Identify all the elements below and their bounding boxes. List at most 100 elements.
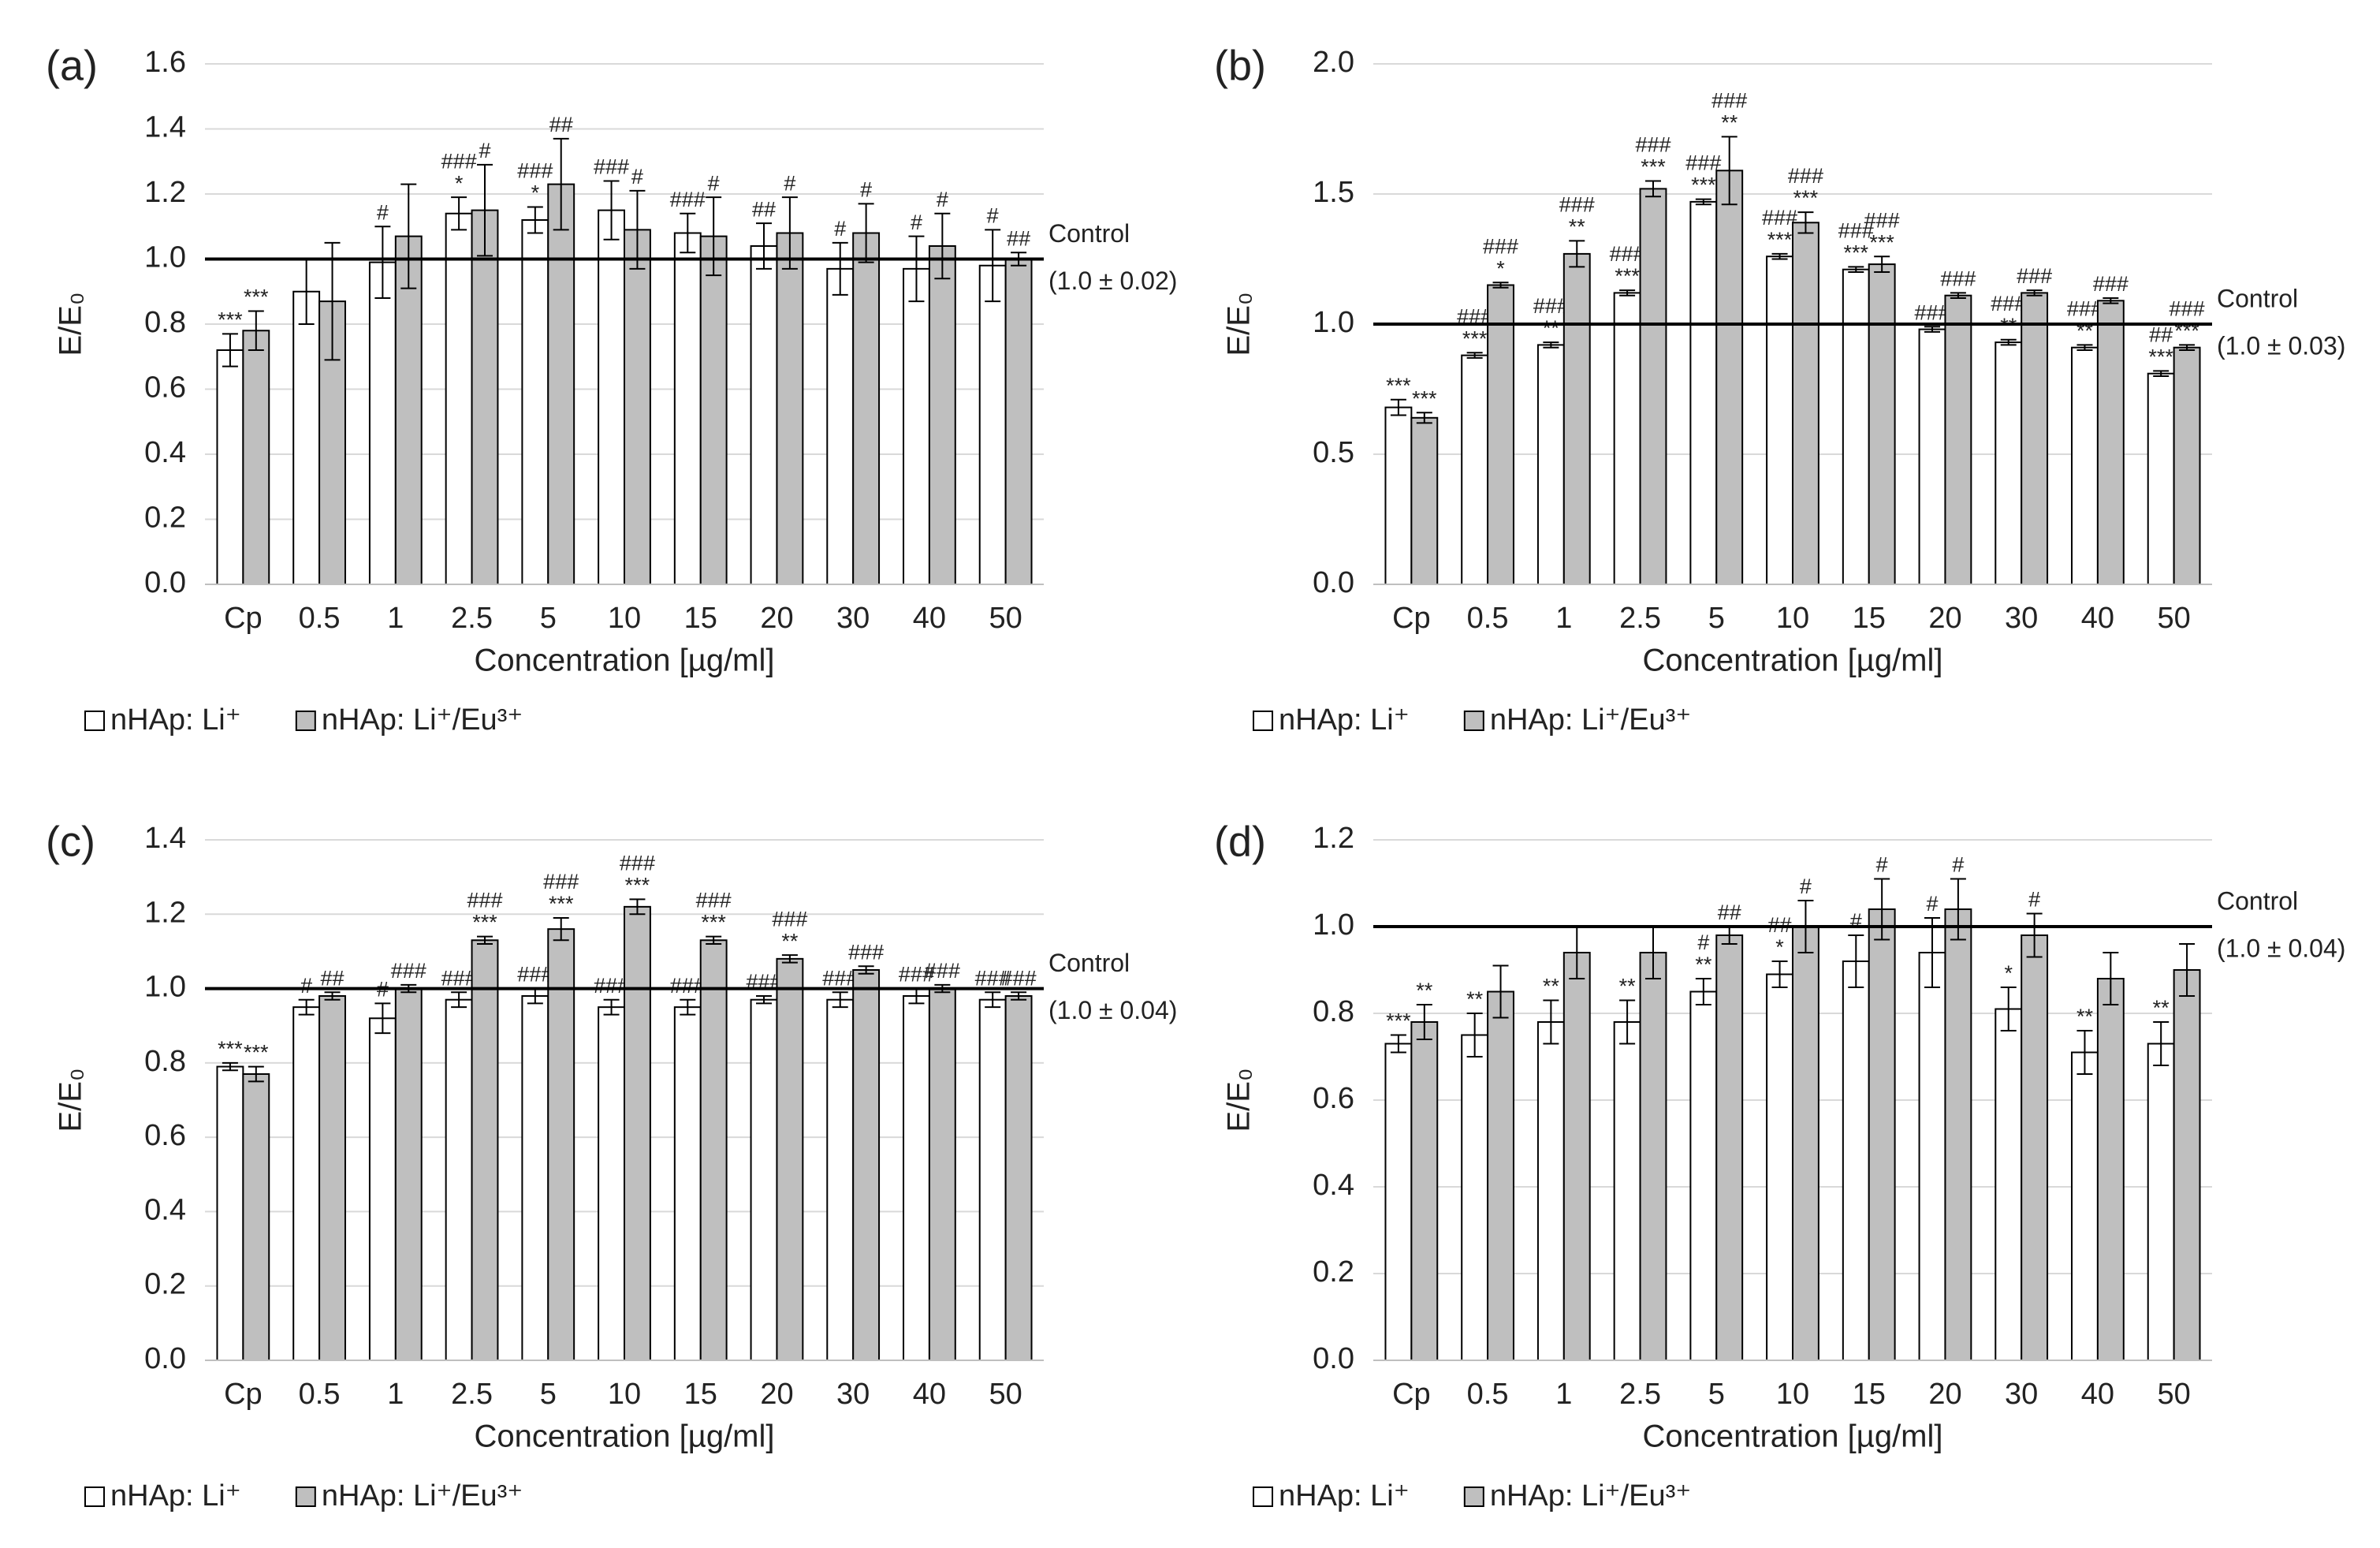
x-tick-label: 0.5	[1467, 602, 1509, 635]
x-tick-label: Cp	[1392, 1378, 1431, 1411]
significance-label: *	[1775, 935, 1784, 959]
significance-label: ###	[696, 889, 732, 912]
legend-label: nHAp: Li⁺	[110, 1479, 241, 1513]
significance-label: ##	[1007, 226, 1030, 250]
y-axis-label: E/E₀	[54, 292, 88, 356]
bar	[1689, 990, 1718, 1361]
x-tick-label: 5	[540, 1378, 557, 1411]
x-axis-label: Concentration [µg/ml]	[1643, 643, 1943, 678]
bar	[598, 1006, 626, 1361]
panel-label: (c)	[46, 818, 95, 865]
legend-label: nHAp: Li⁺	[110, 703, 241, 737]
bar	[318, 995, 346, 1361]
significance-label: ***	[218, 308, 243, 332]
significance-label: ###	[1762, 206, 1797, 229]
error-bar	[2103, 297, 2119, 304]
error-bar	[222, 1061, 238, 1072]
bar	[1868, 908, 1896, 1361]
y-tick-label: 0.8	[144, 1045, 186, 1078]
x-tick-label: 1	[387, 602, 404, 635]
x-tick-label: 50	[2157, 1378, 2190, 1411]
bar	[598, 209, 626, 585]
y-tick-label: 0.0	[1313, 566, 1354, 599]
bar	[1004, 258, 1033, 585]
bar	[368, 1017, 397, 1361]
significance-label: #	[1850, 909, 1862, 933]
bar	[1487, 990, 1514, 1361]
significance-label: ***	[472, 911, 497, 934]
significance-label: ###	[543, 870, 579, 893]
x-tick-label: 40	[913, 602, 946, 635]
bar	[1613, 1021, 1641, 1361]
legend-label: nHAp: Li⁺	[1279, 1479, 1410, 1513]
bar	[776, 957, 804, 1361]
significance-label: ***	[244, 285, 269, 309]
error-bar	[629, 189, 646, 270]
bar	[521, 219, 549, 585]
error-bar	[2179, 943, 2196, 997]
y-axis-label: E/E₀	[1222, 1068, 1257, 1132]
error-bar	[832, 241, 848, 296]
y-tick-label: 0.6	[1313, 1082, 1354, 1115]
significance-label: ###	[1559, 193, 1595, 217]
x-tick-label: Cp	[224, 602, 263, 635]
bar	[826, 998, 855, 1361]
error-bar	[680, 998, 696, 1016]
bar	[242, 330, 270, 585]
significance-label: ##	[2149, 323, 2173, 347]
legend-swatch	[1463, 711, 1484, 731]
bar	[699, 939, 728, 1362]
significance-label: **	[1466, 987, 1484, 1011]
error-bar	[629, 898, 646, 916]
significance-label: ***	[1767, 228, 1793, 252]
significance-label: #	[987, 204, 999, 228]
panel-label: (b)	[1214, 42, 1266, 89]
chart-panel: (d)E/E₀0.00.20.40.60.81.01.2Cp*****0.5**…	[1214, 818, 2345, 1513]
significance-label: #	[479, 139, 490, 162]
x-tick-label: 1	[1555, 602, 1572, 635]
panel-label: (d)	[1214, 818, 1266, 865]
significance-label: ###	[822, 966, 858, 990]
significance-label: ###	[1711, 89, 1747, 113]
significance-label: #	[784, 171, 795, 195]
error-bar	[476, 163, 493, 257]
x-tick-label: 15	[1853, 1378, 1886, 1411]
x-tick-label: 15	[1853, 602, 1886, 635]
significance-label: ***	[2148, 345, 2173, 369]
significance-label: ###	[1788, 164, 1823, 188]
bar	[978, 264, 1007, 585]
bar	[903, 995, 930, 1361]
error-bar	[451, 196, 467, 231]
bar	[1842, 268, 1870, 585]
significance-label: ###	[391, 959, 426, 983]
bar	[216, 1065, 244, 1361]
significance-label: ###	[1635, 133, 1670, 157]
y-tick-label: 1.2	[144, 896, 186, 929]
bar	[445, 212, 473, 585]
bar	[1536, 344, 1565, 585]
bar	[2096, 978, 2125, 1361]
error-bar	[985, 991, 1001, 1009]
bar	[2021, 292, 2049, 585]
error-bar	[451, 991, 467, 1009]
significance-label: **	[1569, 215, 1586, 239]
significance-label: ###	[1685, 151, 1721, 175]
legend-swatch	[84, 1486, 105, 1507]
y-tick-label: 1.0	[144, 241, 186, 274]
significance-label: ###	[2017, 264, 2052, 288]
error-bar	[1492, 282, 1509, 289]
error-bar	[1390, 1034, 1406, 1054]
bar	[1995, 1008, 2023, 1361]
y-tick-label: 0.0	[144, 566, 186, 599]
x-tick-label: 20	[1928, 1378, 1961, 1411]
error-bar	[2179, 344, 2196, 351]
y-tick-label: 2.0	[1313, 46, 1354, 79]
y-tick-label: 0.8	[144, 306, 186, 339]
error-bar	[1874, 878, 1890, 941]
significance-label: #	[1876, 853, 1888, 877]
x-tick-label: 2.5	[451, 1378, 493, 1411]
y-tick-label: 0.2	[144, 502, 186, 535]
significance-label: *	[531, 181, 540, 205]
control-note: (1.0 ± 0.04)	[1048, 996, 1177, 1024]
bar	[1842, 961, 1870, 1361]
